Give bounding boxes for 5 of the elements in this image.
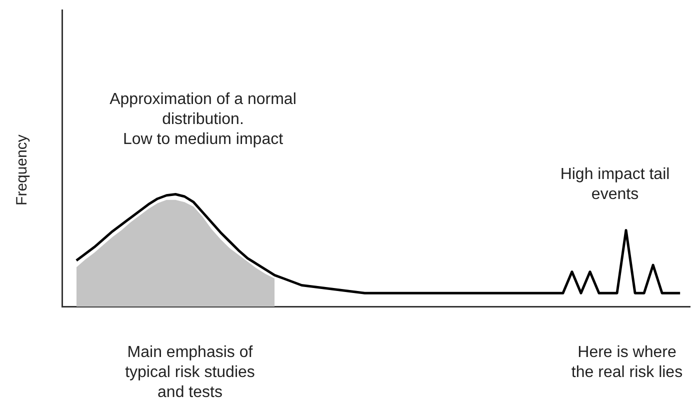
y-axis-title: Frequency <box>14 134 30 206</box>
text: Approximation of a normal distribution. Low to medium impact <box>108 90 298 150</box>
annotation: High impact tail events <box>559 165 671 205</box>
text: Main emphasis of typical risk studies and tests <box>124 343 256 403</box>
text: Here is where the real risk lies <box>570 343 684 383</box>
